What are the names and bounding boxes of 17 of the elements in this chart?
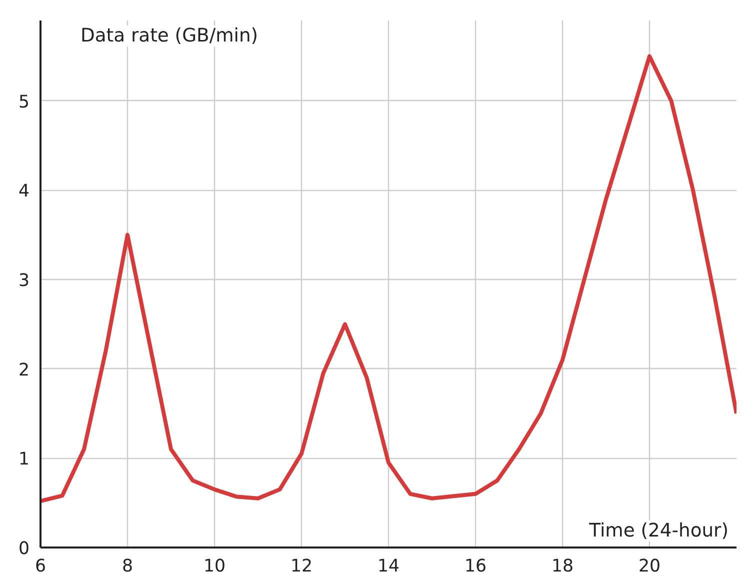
y-tick-label: 0	[18, 539, 30, 559]
y-tick-label: 1	[18, 450, 30, 470]
y-tick-label: 2	[18, 360, 30, 380]
y-tick-label: 5	[18, 92, 30, 112]
y-tick-label: 3	[18, 271, 30, 292]
x-tick-label: 16	[464, 556, 487, 576]
x-tick-label: 12	[290, 556, 313, 576]
x-tick-label: 20	[638, 556, 661, 576]
x-tick-label: 10	[203, 556, 226, 576]
x-axis-title: Time (24-hour)	[588, 520, 729, 542]
y-axis-title: Data rate (GB/min)	[80, 26, 258, 46]
line-series	[40, 54, 736, 504]
y-tick-label: 4	[18, 182, 30, 202]
x-tick-label: 18	[551, 556, 574, 576]
x-tick-label: 14	[377, 556, 400, 576]
x-tick-label: 6	[34, 556, 46, 576]
x-tick-label: 8	[122, 556, 134, 576]
